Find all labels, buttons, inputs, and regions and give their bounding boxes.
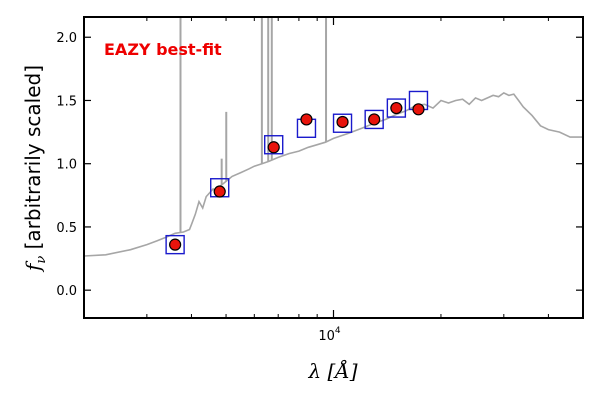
model-photometry-box xyxy=(264,135,284,155)
observed-point xyxy=(336,115,349,129)
model-photometry-box xyxy=(332,113,353,133)
observed-point xyxy=(368,113,381,126)
observed-point xyxy=(213,185,226,198)
plot-area xyxy=(84,17,583,257)
observed-point xyxy=(300,113,313,126)
x-axis-label-main: λ [ xyxy=(307,359,335,383)
model-photometry-box xyxy=(165,234,185,255)
y-axis-label: fν [arbitrarily scaled] xyxy=(21,65,49,273)
observed-point xyxy=(169,238,182,251)
x-axis-label-end: ] xyxy=(349,359,358,383)
observed-point xyxy=(390,101,403,115)
model-spectrum-line xyxy=(84,91,583,257)
model-photometry-box xyxy=(386,98,407,118)
y-tick-label: 1.0 xyxy=(56,158,77,173)
annotation-label: EAZY best-fit xyxy=(104,40,222,59)
x-tick-label-exponent: 4 xyxy=(335,326,341,336)
x-axis-label: λ [Å] xyxy=(307,358,357,383)
observed-point xyxy=(267,141,280,154)
y-tick-label: 2.0 xyxy=(56,31,77,46)
observed-point xyxy=(412,103,425,116)
axes: 0.0 0.5 1.0 1.5 2.0 104 xyxy=(56,16,584,344)
model-photometry-box xyxy=(364,109,384,130)
plot-frame xyxy=(83,16,584,319)
x-tick-label: 104 xyxy=(318,326,341,344)
x-axis-label-unit: Å xyxy=(333,358,349,383)
y-tick-label: 1.5 xyxy=(56,94,77,109)
y-axis-label-rest: [arbitrarily scaled] xyxy=(21,65,45,256)
y-tick-label: 0.0 xyxy=(56,284,77,299)
y-tick-label: 0.5 xyxy=(56,221,77,236)
y-axis-label-sub: ν xyxy=(34,256,49,264)
